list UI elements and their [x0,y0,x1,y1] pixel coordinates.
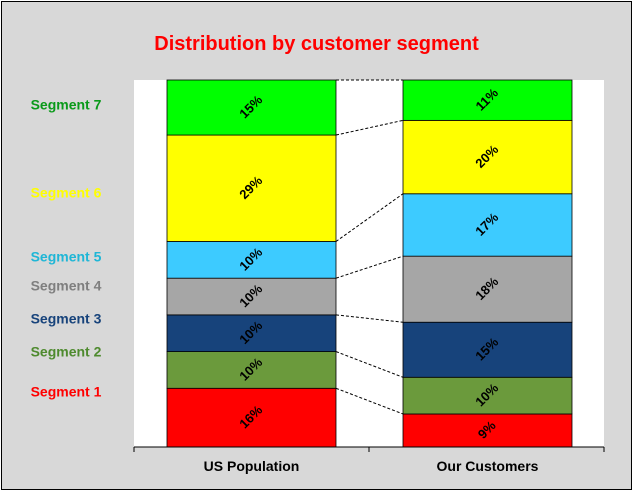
legend-label-segment-1: Segment 1 [31,384,102,400]
bar-segment-7-us-population [166,79,337,136]
bar-segment-3-us-population [166,314,337,352]
connector-lines [335,79,404,415]
connector-line-segment-3 [335,314,404,323]
legend-label-segment-7: Segment 7 [31,97,102,113]
connector-line-segment-6 [335,119,404,136]
bar-segment-7-our-customers [402,79,573,121]
legend-label-segment-6: Segment 6 [31,185,102,201]
x-axis [133,446,605,452]
category-label-us-population: US Population [204,458,300,474]
bars [166,79,573,448]
connector-line-segment-2 [335,351,404,378]
bar-segment-1-our-customers [402,413,573,448]
category-labels: US Population Our Customers [204,458,539,474]
connector-line-segment-4 [335,255,404,279]
category-label-our-customers: Our Customers [437,458,539,474]
bar-segment-2-us-population [166,351,337,389]
bar-segment-5-our-customers [402,193,573,257]
bar-segment-5-us-population [166,241,337,279]
bar-segment-4-our-customers [402,255,573,323]
legend-label-segment-5: Segment 5 [31,249,102,265]
bar-segment-6-our-customers [402,119,573,195]
bar-segment-2-our-customers [402,376,573,415]
connector-line-segment-5 [335,193,404,242]
segment-legend: Segment 1 Segment 2 Segment 3 Segment 4 Segm… [31,97,102,400]
legend-label-segment-2: Segment 2 [31,344,102,360]
connector-line-segment-1 [335,387,404,415]
legend-label-segment-3: Segment 3 [31,311,102,327]
legend-label-segment-4: Segment 4 [31,278,102,294]
bar-segment-4-us-population [166,277,337,316]
chart-title: Distribution by customer segment [154,33,479,55]
